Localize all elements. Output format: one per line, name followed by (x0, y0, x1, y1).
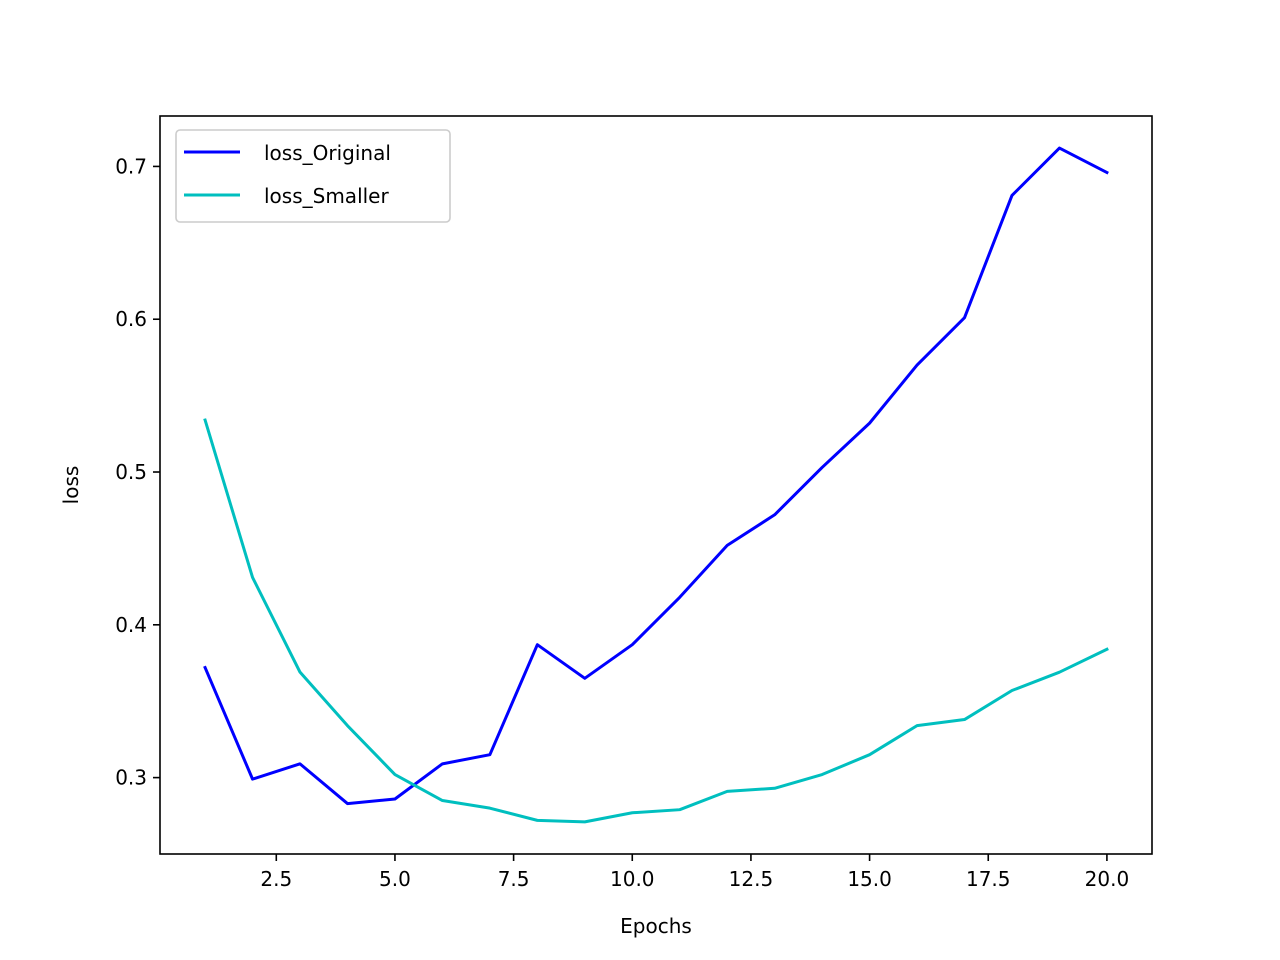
y-tick-label: 0.3 (115, 766, 147, 790)
y-tick-label: 0.6 (115, 307, 147, 331)
legend-box (175, 129, 451, 223)
x-tick-label: 15.0 (847, 867, 892, 891)
y-axis: 0.3 0.4 0.5 0.6 0.7 (115, 154, 160, 790)
series-line-loss-original (203, 146, 1109, 806)
x-tick-label: 20.0 (1085, 867, 1130, 891)
x-tick-label: 12.5 (729, 867, 774, 891)
y-tick-label: 0.5 (115, 460, 147, 484)
x-tick-label: 2.5 (260, 867, 292, 891)
y-axis-label: loss (59, 466, 83, 505)
x-tick-label: 5.0 (379, 867, 411, 891)
series-line-loss-smaller (203, 418, 1109, 824)
legend: loss_Original loss_Smaller (175, 129, 451, 223)
legend-label: loss_Smaller (264, 184, 389, 208)
x-tick-label: 7.5 (498, 867, 530, 891)
x-axis-label: Epochs (620, 914, 692, 938)
series-layer (203, 146, 1109, 824)
plot-frame (159, 115, 1153, 855)
y-tick-label: 0.7 (115, 154, 147, 178)
legend-label: loss_Original (264, 141, 391, 165)
x-tick-label: 17.5 (966, 867, 1011, 891)
x-axis: 2.5 5.0 7.5 10.0 12.5 15.0 17.5 20.0 (260, 854, 1129, 891)
y-tick-label: 0.4 (115, 613, 147, 637)
x-tick-label: 10.0 (610, 867, 655, 891)
